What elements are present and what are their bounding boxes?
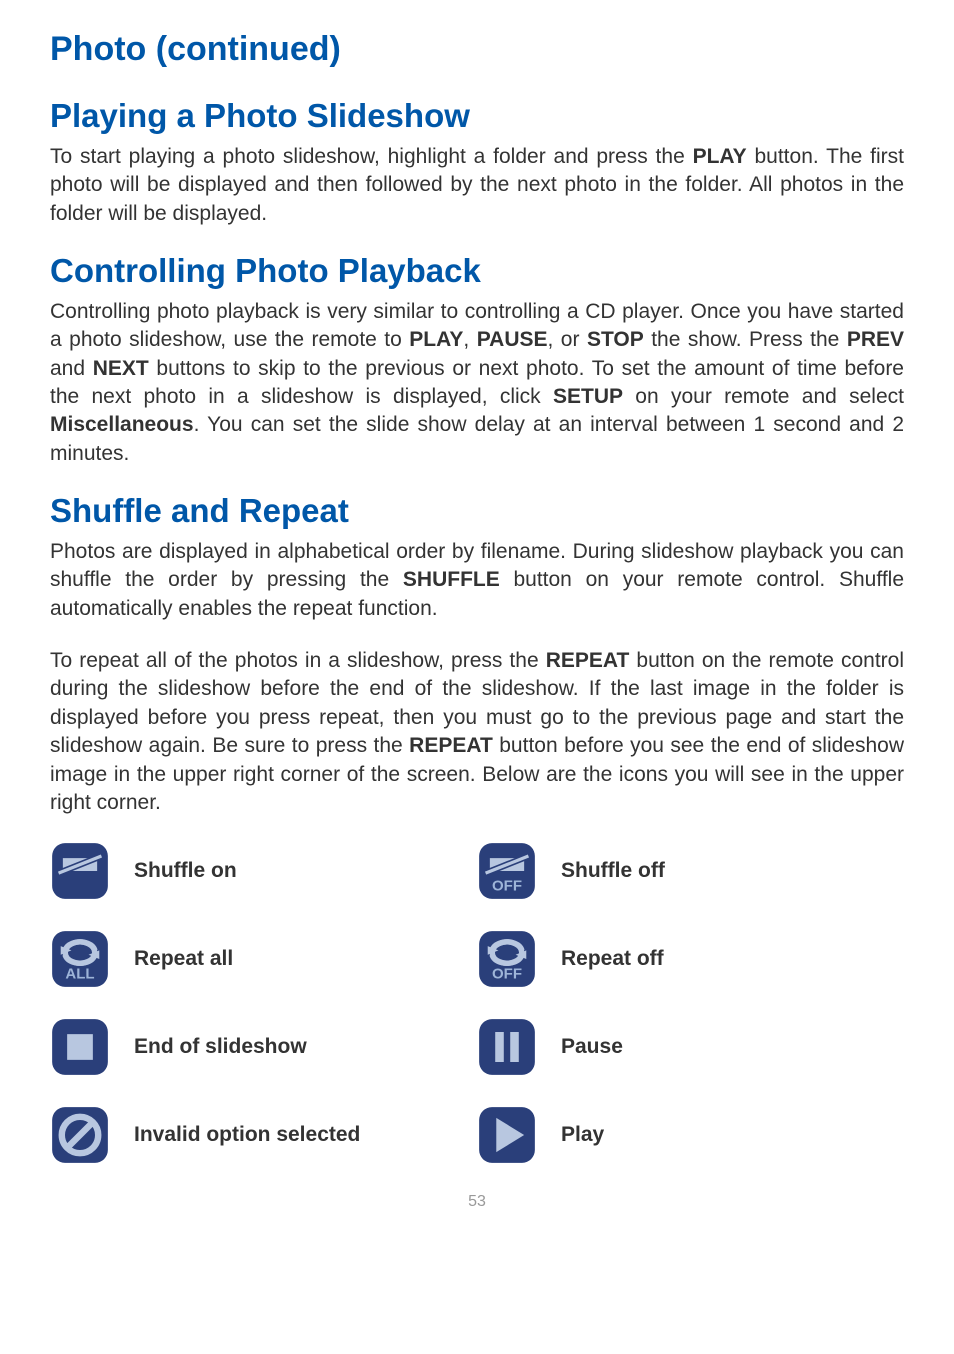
play-icon bbox=[477, 1105, 537, 1165]
section-playing-slideshow: Playing a Photo Slideshow To start playi… bbox=[50, 97, 904, 228]
icon-label: Play bbox=[561, 1123, 604, 1147]
icon-cell: Play bbox=[477, 1105, 904, 1165]
para-shuffle-repeat-2: To repeat all of the photos in a slidesh… bbox=[50, 647, 904, 817]
end-slideshow-icon bbox=[50, 1017, 110, 1077]
icon-cell: Invalid option selected bbox=[50, 1105, 477, 1165]
repeat-all-icon: ALL bbox=[50, 929, 110, 989]
para-controlling-playback: Controlling photo playback is very simil… bbox=[50, 298, 904, 468]
svg-text:OFF: OFF bbox=[492, 877, 522, 894]
icon-label: Repeat all bbox=[134, 947, 233, 971]
svg-text:ALL: ALL bbox=[65, 965, 94, 982]
heading-playing-slideshow: Playing a Photo Slideshow bbox=[50, 97, 904, 135]
icon-label: Shuffle off bbox=[561, 859, 665, 883]
icon-cell: OFF Shuffle off bbox=[477, 841, 904, 901]
icon-cell: ALL Repeat all bbox=[50, 929, 477, 989]
shuffle-off-icon: OFF bbox=[477, 841, 537, 901]
page-title: Photo (continued) bbox=[50, 30, 904, 69]
icon-label: End of slideshow bbox=[134, 1035, 307, 1059]
pause-icon bbox=[477, 1017, 537, 1077]
para-playing-slideshow: To start playing a photo slideshow, high… bbox=[50, 143, 904, 228]
para-shuffle-repeat-1: Photos are displayed in alphabetical ord… bbox=[50, 538, 904, 623]
heading-controlling-playback: Controlling Photo Playback bbox=[50, 252, 904, 290]
page-number: 53 bbox=[50, 1193, 904, 1211]
icon-cell: End of slideshow bbox=[50, 1017, 477, 1077]
repeat-off-icon: OFF bbox=[477, 929, 537, 989]
icon-legend-grid: Shuffle on OFF Shuffle off ALL Repeat al… bbox=[50, 841, 904, 1165]
icon-row: End of slideshow Pause bbox=[50, 1017, 904, 1077]
icon-row: Invalid option selected Play bbox=[50, 1105, 904, 1165]
icon-cell: OFF Repeat off bbox=[477, 929, 904, 989]
icon-label: Invalid option selected bbox=[134, 1123, 360, 1147]
icon-row: ALL Repeat all OFF Repeat off bbox=[50, 929, 904, 989]
icon-cell: Shuffle on bbox=[50, 841, 477, 901]
svg-text:OFF: OFF bbox=[492, 965, 522, 982]
icon-cell: Pause bbox=[477, 1017, 904, 1077]
heading-shuffle-repeat: Shuffle and Repeat bbox=[50, 492, 904, 530]
shuffle-on-icon bbox=[50, 841, 110, 901]
icon-label: Repeat off bbox=[561, 947, 664, 971]
invalid-option-icon bbox=[50, 1105, 110, 1165]
icon-label: Pause bbox=[561, 1035, 623, 1059]
section-controlling-playback: Controlling Photo Playback Controlling p… bbox=[50, 252, 904, 468]
section-shuffle-repeat: Shuffle and Repeat Photos are displayed … bbox=[50, 492, 904, 817]
icon-label: Shuffle on bbox=[134, 859, 237, 883]
icon-row: Shuffle on OFF Shuffle off bbox=[50, 841, 904, 901]
